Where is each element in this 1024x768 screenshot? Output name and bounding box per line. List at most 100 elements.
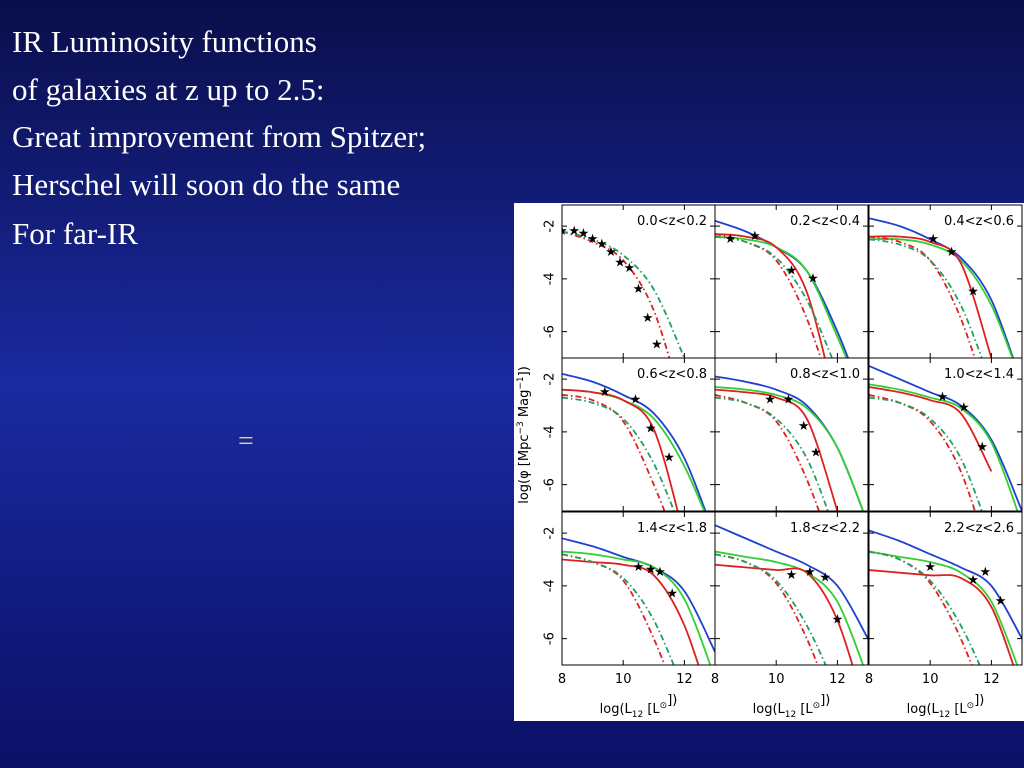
y-tick-label: -6	[543, 478, 558, 491]
star: ★	[937, 390, 949, 405]
x-tick-label: 12	[983, 672, 1000, 687]
panel: ★★★★	[715, 375, 864, 511]
star: ★	[979, 565, 991, 580]
panel: ★ ★ ★ ★	[715, 219, 850, 358]
star: ★	[832, 613, 844, 628]
star: ★	[568, 224, 580, 239]
panel-title: 0.4<z<0.6	[944, 214, 1014, 229]
curve	[562, 372, 707, 511]
curve	[715, 553, 827, 665]
y-tick-label: -2	[543, 220, 558, 233]
y-tick-label: -4	[543, 272, 558, 285]
star: ★	[633, 560, 645, 575]
x-tick-label: 8	[711, 672, 719, 687]
curve	[869, 238, 1014, 358]
curve	[869, 365, 1022, 511]
x-tick-label: 10	[768, 672, 785, 687]
curve	[562, 396, 676, 511]
curve	[562, 550, 712, 665]
axis-label: log(L12 [L⊙])	[600, 693, 678, 720]
y-tick-label: -4	[543, 579, 558, 592]
panel-title: 0.6<z<0.8	[637, 367, 707, 382]
curve	[715, 524, 868, 640]
curve	[562, 394, 666, 511]
figure-background	[514, 203, 1024, 721]
axis-label-part: log(φ [Mpc	[517, 435, 532, 504]
axis-label-part: log(L	[753, 702, 786, 717]
curve	[562, 230, 671, 358]
x-tick-label: 8	[558, 672, 566, 687]
star: ★	[786, 568, 798, 583]
curve	[715, 396, 829, 511]
panel-title: 0.0<z<0.2	[637, 214, 707, 229]
star: ★	[605, 245, 617, 260]
axis-label-part: ])	[517, 366, 532, 376]
y-tick-label: -6	[543, 325, 558, 338]
axis-label-part: [L	[796, 702, 813, 717]
axis-label-part: −1	[516, 376, 526, 389]
panel-frame	[714, 357, 869, 512]
x-tick-label: 10	[922, 672, 939, 687]
axis-label-part: ⊙	[660, 701, 668, 711]
panel: ★★★★	[869, 529, 1022, 665]
axis-label-part: ])	[974, 693, 984, 708]
star: ★	[633, 282, 645, 297]
curve	[869, 550, 1019, 665]
curve	[562, 388, 679, 511]
curve	[869, 529, 1022, 640]
star: ★	[749, 229, 761, 244]
panel: ★★★★	[562, 372, 707, 511]
axis-label-part: 12	[632, 710, 643, 720]
star: ★	[596, 237, 608, 252]
y-tick-label: -2	[543, 527, 558, 540]
panel: ★ ★★★★★★★★★★	[556, 224, 686, 358]
curve	[869, 550, 981, 665]
star: ★	[927, 232, 939, 247]
star: ★	[654, 565, 666, 580]
axis-label-part: ])	[820, 693, 830, 708]
panel-frame	[868, 357, 1023, 512]
star: ★	[967, 285, 979, 300]
star: ★	[798, 419, 810, 434]
y-tick-label: -4	[543, 425, 558, 438]
panel-frame	[714, 511, 869, 666]
star: ★	[623, 261, 635, 276]
star: ★	[783, 393, 795, 408]
star: ★	[651, 337, 663, 352]
slide-text: of galaxies at z up to 2.5:	[12, 72, 325, 107]
curve	[869, 383, 1019, 511]
star: ★	[630, 393, 642, 408]
axis-label: log(L12 [L⊙])	[753, 693, 831, 720]
axis-label-part: log(L	[907, 702, 940, 717]
slide-text: Herschel will soon do the same	[12, 167, 401, 202]
panel-title: 1.0<z<1.4	[944, 367, 1014, 382]
axis-label-part: log(L	[600, 702, 633, 717]
star: ★	[786, 263, 798, 278]
curve	[869, 386, 993, 472]
slide-text: For far-IR	[12, 216, 138, 251]
star: ★	[807, 271, 819, 286]
star: ★	[645, 422, 657, 437]
axis-label-part: ⊙	[813, 701, 821, 711]
symbol: =	[238, 426, 254, 457]
star: ★	[804, 565, 816, 580]
axis-label-part: 12	[785, 710, 796, 720]
x-tick-label: 12	[829, 672, 846, 687]
axis-label: log(φ [Mpc−3 Mag−1])	[516, 366, 532, 504]
star: ★	[663, 451, 675, 466]
star: ★	[614, 256, 626, 271]
star: ★	[976, 440, 988, 455]
star: ★	[556, 224, 568, 239]
x-tick-label: 12	[676, 672, 693, 687]
axis-label-part: −3	[516, 421, 526, 434]
axis-label: log(L12 [L⊙])	[907, 693, 985, 720]
star: ★	[599, 385, 611, 400]
panel: ★★★★	[562, 537, 715, 665]
axis-label-part: [L	[643, 702, 660, 717]
y-tick-label: -6	[543, 632, 558, 645]
star: ★	[724, 232, 736, 247]
axis-label-part: ⊙	[967, 701, 975, 711]
curve	[869, 394, 976, 511]
panel-title: 0.2<z<0.4	[790, 214, 860, 229]
